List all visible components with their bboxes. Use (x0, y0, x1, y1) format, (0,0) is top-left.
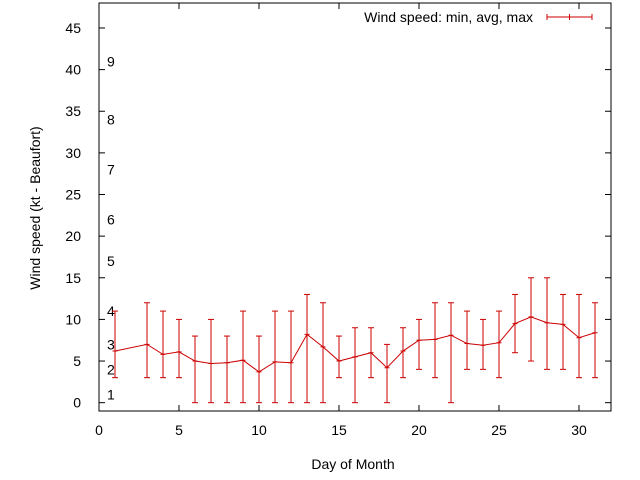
avg-point (288, 360, 294, 366)
avg-point (256, 369, 262, 375)
avg-point (464, 341, 470, 347)
legend-label: Wind speed: min, avg, max (364, 9, 533, 25)
beaufort-label: 8 (107, 112, 115, 128)
avg-point (400, 348, 406, 354)
beaufort-label: 9 (107, 53, 115, 69)
x-tick-label: 25 (491, 422, 507, 438)
avg-point (576, 335, 582, 341)
y-axis-title: Wind speed (kt - Beaufort) (27, 126, 43, 289)
beaufort-scale-labels: 1 2 3 4 5 6 7 8 9 (107, 53, 115, 402)
avg-point (416, 337, 422, 343)
x-tick-label: 10 (251, 422, 267, 438)
legend-sample (546, 14, 593, 20)
avg-point (336, 358, 342, 364)
avg-point (512, 321, 518, 327)
avg-point (560, 321, 566, 327)
beaufort-label: 7 (107, 162, 115, 178)
beaufort-label: 4 (107, 303, 115, 319)
x-tick-label: 0 (95, 422, 103, 438)
avg-point (352, 354, 358, 360)
avg-line (114, 316, 596, 373)
y-tick-label: 15 (65, 270, 81, 286)
avg-point (160, 351, 166, 357)
y-tick-label: 5 (73, 353, 81, 369)
y-tick-label: 0 (73, 395, 81, 411)
avg-point (240, 357, 246, 363)
avg-point (496, 340, 502, 346)
plot-border (98, 2, 612, 412)
avg-point (480, 342, 486, 348)
avg-point (368, 350, 374, 356)
avg-point (176, 349, 182, 355)
avg-point (592, 330, 598, 336)
plot-frame (98, 2, 612, 412)
beaufort-label: 6 (107, 211, 115, 227)
avg-point (384, 365, 390, 371)
x-tick-label: 5 (175, 422, 183, 438)
y-tick-label: 25 (65, 187, 81, 203)
avg-point (544, 320, 550, 326)
avg-point (528, 314, 534, 320)
y-tick-label: 45 (65, 20, 81, 36)
avg-point (432, 336, 438, 342)
avg-point (304, 331, 310, 337)
avg-point (192, 358, 198, 364)
avg-point (320, 344, 326, 350)
avg-point (272, 359, 278, 365)
y-tick-label: 20 (65, 228, 81, 244)
avg-point (448, 332, 454, 338)
y-tick-label: 10 (65, 311, 81, 327)
avg-point (112, 348, 118, 354)
beaufort-label: 3 (107, 336, 115, 352)
error-bars (112, 277, 598, 404)
beaufort-label: 1 (107, 386, 115, 402)
y-tick-label: 40 (65, 62, 81, 78)
beaufort-label: 2 (107, 361, 115, 377)
beaufort-label: 5 (107, 253, 115, 269)
x-tick-label: 20 (411, 422, 427, 438)
series-line-group (112, 314, 598, 375)
avg-point (208, 361, 214, 367)
y-tick-label: 35 (65, 103, 81, 119)
x-axis-ticks: 0 5 10 15 20 25 30 (95, 3, 587, 438)
legend: Wind speed: min, avg, max (364, 9, 593, 25)
y-tick-label: 30 (65, 145, 81, 161)
x-tick-label: 30 (571, 422, 587, 438)
avg-point (144, 341, 150, 347)
avg-point (224, 360, 230, 366)
x-axis-title: Day of Month (311, 456, 394, 472)
x-tick-label: 15 (331, 422, 347, 438)
